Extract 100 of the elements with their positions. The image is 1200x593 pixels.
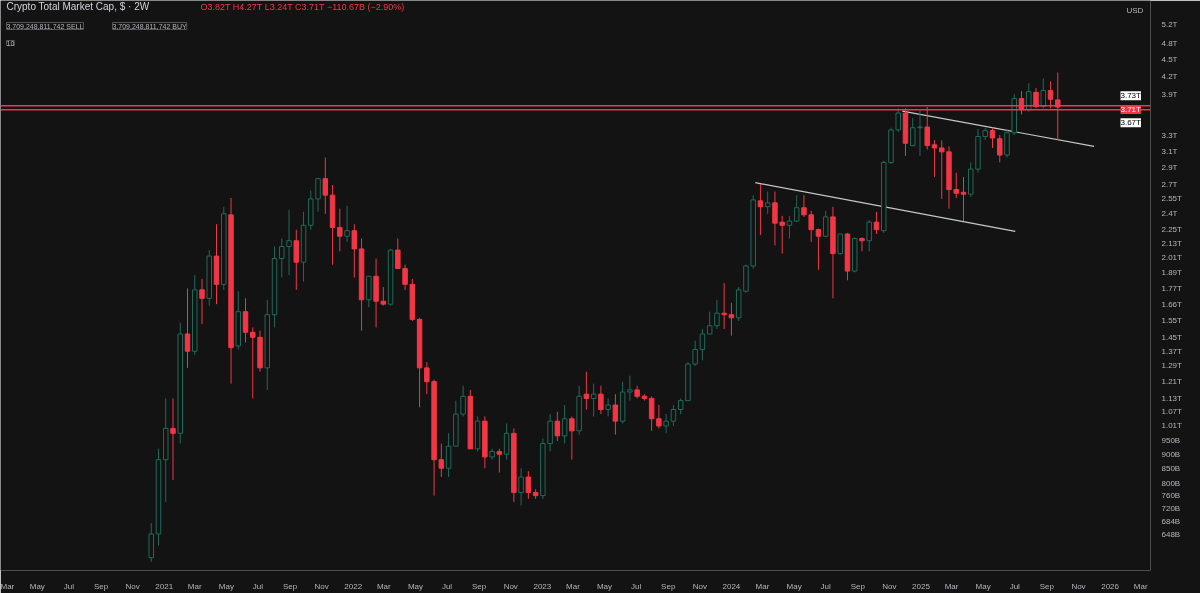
candlestick xyxy=(663,413,669,434)
y-tick-label: 2.4T xyxy=(1161,209,1178,219)
candlestick xyxy=(692,340,698,367)
y-tick-label: 1.01T xyxy=(1161,421,1183,431)
candlestick xyxy=(315,177,321,213)
x-tick-label: Sep xyxy=(93,581,109,591)
candlestick xyxy=(670,404,677,427)
candlestick xyxy=(786,215,793,239)
candlestick xyxy=(706,311,713,335)
candlestick xyxy=(170,397,176,481)
candlestick xyxy=(445,432,452,478)
x-tick-label: May xyxy=(975,581,991,591)
y-tick-label: 4.8T xyxy=(1161,39,1178,49)
candlestick xyxy=(561,404,568,445)
y-tick-label: 850B xyxy=(1161,463,1181,473)
candlestick xyxy=(721,282,727,330)
candlestick xyxy=(1026,82,1032,113)
candlestick xyxy=(714,299,720,330)
y-tick-label: 5.2T xyxy=(1161,19,1178,29)
chart-title: Crypto Total Market Cap, $ · 2W xyxy=(6,0,150,12)
candlestick xyxy=(184,287,191,369)
chart-subtitle: O3.82T H4.27T L3.24T C3.71T −110.67B (−2.90%) xyxy=(200,1,405,12)
candlestick xyxy=(801,194,807,218)
candlestick xyxy=(518,467,524,507)
candlestick xyxy=(525,470,532,500)
candlestick xyxy=(344,205,350,243)
x-tick-label: Jul xyxy=(63,581,75,591)
candlestick xyxy=(808,210,814,243)
candlestick xyxy=(989,127,996,149)
candlestick xyxy=(569,415,575,461)
x-tick-label: Jul xyxy=(820,581,832,591)
x-tick-label: 2022 xyxy=(344,581,363,591)
x-tick-label: Jul xyxy=(630,581,642,591)
ref-line-label: 3.73T xyxy=(1120,91,1142,101)
x-tick-label: May xyxy=(29,581,45,591)
candlestick xyxy=(583,371,590,411)
x-tick-label: Mar xyxy=(944,581,959,591)
y-tick-label: 648B xyxy=(1161,530,1181,540)
candlestick xyxy=(1040,77,1047,109)
candlestick xyxy=(496,448,503,474)
candlestick xyxy=(837,233,843,256)
candlestick xyxy=(931,139,938,178)
x-tick-label: Sep xyxy=(661,581,676,591)
x-tick-label: Nov xyxy=(882,581,897,591)
candlestick xyxy=(605,397,611,417)
x-tick-label: Mar xyxy=(566,581,581,591)
x-tick-label: 2026 xyxy=(1101,581,1120,591)
annotation: 3.71T xyxy=(1120,105,1142,114)
candlestick xyxy=(859,236,865,252)
candlestick xyxy=(822,210,829,238)
candlestick xyxy=(909,117,916,147)
x-tick-label: Mar xyxy=(1133,581,1148,591)
candlestick xyxy=(895,107,901,133)
x-tick-label: Jul xyxy=(252,581,264,591)
x-tick-label: Sep xyxy=(850,581,866,591)
y-tick-label: 1.66T xyxy=(1161,299,1183,309)
x-tick-label: Mar xyxy=(187,581,202,591)
candlestick xyxy=(728,302,735,337)
y-tick-label: 2.55T xyxy=(1161,194,1183,204)
candlestick xyxy=(554,411,561,442)
y-tick-label: 950B xyxy=(1161,436,1181,446)
x-tick-label: Mar xyxy=(0,581,15,591)
y-tick-label: 2.13T xyxy=(1161,238,1183,248)
y-axis-title: USD xyxy=(1126,5,1144,15)
candlestick xyxy=(873,211,880,235)
x-tick-label: Mar xyxy=(376,581,392,591)
x-tick-label: Nov xyxy=(125,581,140,591)
y-tick-label: 3.1T xyxy=(1161,146,1178,156)
legend-label: 3.67T xyxy=(1120,118,1142,128)
x-tick-label: Sep xyxy=(1039,581,1055,591)
candlestick xyxy=(250,326,256,399)
y-tick-label: 1.21T xyxy=(1161,377,1183,387)
y-tick-label: 1.13T xyxy=(1161,393,1183,403)
y-tick-label: 720B xyxy=(1161,504,1181,514)
candlestick xyxy=(793,194,800,223)
candlestick xyxy=(590,383,597,417)
y-tick-label: 1.77T xyxy=(1161,283,1183,293)
candlestick xyxy=(503,423,510,461)
candlestick xyxy=(199,278,205,325)
x-tick-label: 2025 xyxy=(912,581,931,591)
y-tick-label: 1.07T xyxy=(1161,407,1183,417)
y-tick-label: 1.89T xyxy=(1161,267,1183,277)
x-tick-label: 2024 xyxy=(722,581,741,591)
x-tick-label: May xyxy=(407,581,423,591)
candlestick xyxy=(866,219,872,252)
candlestick xyxy=(598,385,604,415)
x-tick-label: Nov xyxy=(1071,581,1086,591)
candlestick xyxy=(699,328,706,361)
candlestick xyxy=(366,275,372,308)
candlestick xyxy=(612,393,619,436)
x-tick-label: Nov xyxy=(692,581,707,591)
candlestick xyxy=(337,208,343,252)
x-tick-label: May xyxy=(596,581,613,591)
y-tick-label: 1.29T xyxy=(1161,361,1183,371)
candlestick xyxy=(293,229,300,291)
y-tick-label: 1.55T xyxy=(1161,316,1183,326)
candlestick xyxy=(960,176,967,222)
y-tick-label: 1.45T xyxy=(1161,332,1183,342)
y-tick-label: 800B xyxy=(1161,478,1181,488)
candlestick xyxy=(351,223,358,279)
